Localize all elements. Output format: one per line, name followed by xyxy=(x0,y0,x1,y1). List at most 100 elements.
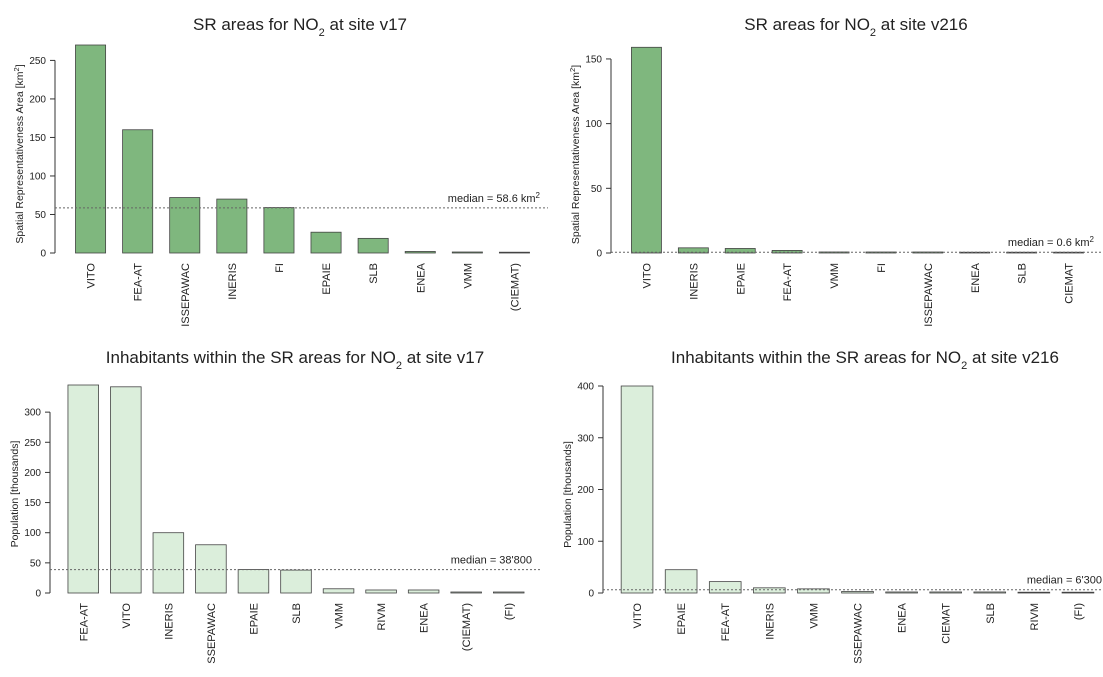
x-category-label: INERIS xyxy=(163,603,175,640)
chart-title: Inhabitants within the SR areas for NO2 … xyxy=(106,348,484,372)
bar xyxy=(280,569,312,594)
x-category-label: ENEA xyxy=(970,262,982,293)
y-axis-label: Population [thousands] xyxy=(562,441,574,548)
bar xyxy=(237,569,270,594)
x-category-label: ENEA xyxy=(415,262,427,293)
y-axis-label: Population [thousands] xyxy=(9,441,21,548)
bar xyxy=(169,197,201,254)
y-tick-label: 100 xyxy=(24,528,41,539)
chart-title: SR areas for NO2 at site v216 xyxy=(744,15,967,39)
chart-panel-population-v17: Inhabitants within the SR areas for NO2 … xyxy=(0,335,550,677)
bar xyxy=(407,589,440,594)
x-category-label: FEA-AT xyxy=(133,263,145,302)
x-category-label: EPAIE xyxy=(735,263,747,295)
bar xyxy=(631,46,662,254)
y-tick-label: 100 xyxy=(577,537,594,548)
y-tick-label: 250 xyxy=(24,438,41,449)
x-category-label: VITO xyxy=(121,603,133,629)
median-label: median = 0.6 km2 xyxy=(1008,235,1095,250)
bar xyxy=(841,591,874,594)
bar xyxy=(263,207,295,254)
y-tick-label: 100 xyxy=(585,119,602,130)
x-category-label: INERIS xyxy=(688,263,700,300)
y-tick-label: 400 xyxy=(577,382,594,393)
bar xyxy=(929,591,962,594)
x-category-label: SLB xyxy=(291,603,303,624)
y-tick-label: 0 xyxy=(35,589,41,600)
bar xyxy=(664,569,698,594)
chart-svg-area-v17: SR areas for NO2 at site v17 0 50 100 150 200… xyxy=(12,15,548,327)
bar xyxy=(451,251,483,254)
bar xyxy=(620,385,654,594)
x-category-label: CIEMAT xyxy=(1064,263,1076,304)
bar xyxy=(724,248,756,254)
bar xyxy=(322,588,355,594)
median-label: median = 58.6 km2 xyxy=(448,190,541,205)
x-category-label: VMM xyxy=(462,263,474,289)
x-category-label: FI xyxy=(274,263,286,273)
x-category-label: VMM xyxy=(829,263,841,289)
bar xyxy=(75,44,107,254)
bar xyxy=(110,386,142,594)
y-tick-label: 150 xyxy=(29,133,46,144)
y-tick-label: 150 xyxy=(585,54,602,65)
y-tick-label: 0 xyxy=(596,249,602,260)
chart-panel-area-v17: SR areas for NO2 at site v17 0 50 100 150 200… xyxy=(0,0,550,340)
median-label: median = 6'300 xyxy=(1027,575,1102,587)
y-tick-label: 200 xyxy=(29,94,46,105)
x-category-label: INERIS xyxy=(764,603,776,640)
chart-panel-area-v216: SR areas for NO2 at site v216 0 50 100 150 Sp… xyxy=(553,0,1103,340)
y-tick-label: 300 xyxy=(24,408,41,419)
x-category-label: ENEA xyxy=(419,602,431,633)
x-category-label: SLB xyxy=(985,603,997,624)
x-category-label: ENEA xyxy=(897,602,909,633)
x-category-label: ISSEPAWAC xyxy=(180,263,192,327)
y-tick-label: 250 xyxy=(29,56,46,67)
x-category-label: ISSEPAWAC xyxy=(923,263,935,327)
x-category-label: RIVM xyxy=(1029,603,1041,631)
median-label: median = 38'800 xyxy=(451,555,532,567)
x-category-label: EPAIE xyxy=(676,603,688,635)
y-tick-label: 50 xyxy=(30,558,42,569)
bar xyxy=(310,231,342,254)
bar xyxy=(357,237,389,254)
x-category-label: FEA-AT xyxy=(78,603,90,642)
y-tick-label: 200 xyxy=(577,485,594,496)
bar xyxy=(771,250,803,254)
bar xyxy=(493,591,525,594)
x-category-label: FI xyxy=(876,263,888,273)
y-tick-label: 0 xyxy=(588,589,594,600)
x-category-label: (FI) xyxy=(504,603,516,620)
y-tick-label: 200 xyxy=(24,468,41,479)
bar xyxy=(216,198,248,254)
bar xyxy=(152,532,185,594)
x-category-label: EPAIE xyxy=(321,263,333,295)
chart-svg-area-v216: SR areas for NO2 at site v216 0 50 100 150Sp… xyxy=(568,15,1102,327)
bar xyxy=(677,247,709,254)
chart-title: Inhabitants within the SR areas for NO2 … xyxy=(671,348,1059,372)
y-tick-label: 0 xyxy=(40,249,46,260)
x-category-label: VITO xyxy=(632,603,644,629)
y-tick-label: 50 xyxy=(35,210,47,221)
y-tick-label: 50 xyxy=(591,184,603,195)
bar xyxy=(365,589,397,594)
bar xyxy=(122,129,154,254)
x-category-label: (FI) xyxy=(1073,603,1085,620)
x-category-label: VMM xyxy=(808,603,820,629)
x-category-label: EPAIE xyxy=(248,603,260,635)
bar xyxy=(973,591,1007,594)
bar xyxy=(885,591,918,594)
y-tick-label: 100 xyxy=(29,171,46,182)
y-axis-label: Spatial Representativeness Area [km2] xyxy=(12,64,27,243)
bar xyxy=(195,544,227,594)
y-axis-label: Spatial Representativeness Area [km2] xyxy=(568,65,583,244)
bar xyxy=(797,588,830,594)
x-category-label: VMM xyxy=(334,603,346,629)
x-category-label: RIVM xyxy=(376,603,388,631)
chart-svg-population-v216: Inhabitants within the SR areas for NO2 … xyxy=(562,348,1103,664)
bar xyxy=(450,591,482,594)
chart-svg-population-v17: Inhabitants within the SR areas for NO2 … xyxy=(9,348,540,664)
chart-panel-population-v216: Inhabitants within the SR areas for NO2 … xyxy=(553,335,1103,677)
bar xyxy=(1017,591,1051,594)
x-category-label: VITO xyxy=(86,263,98,289)
